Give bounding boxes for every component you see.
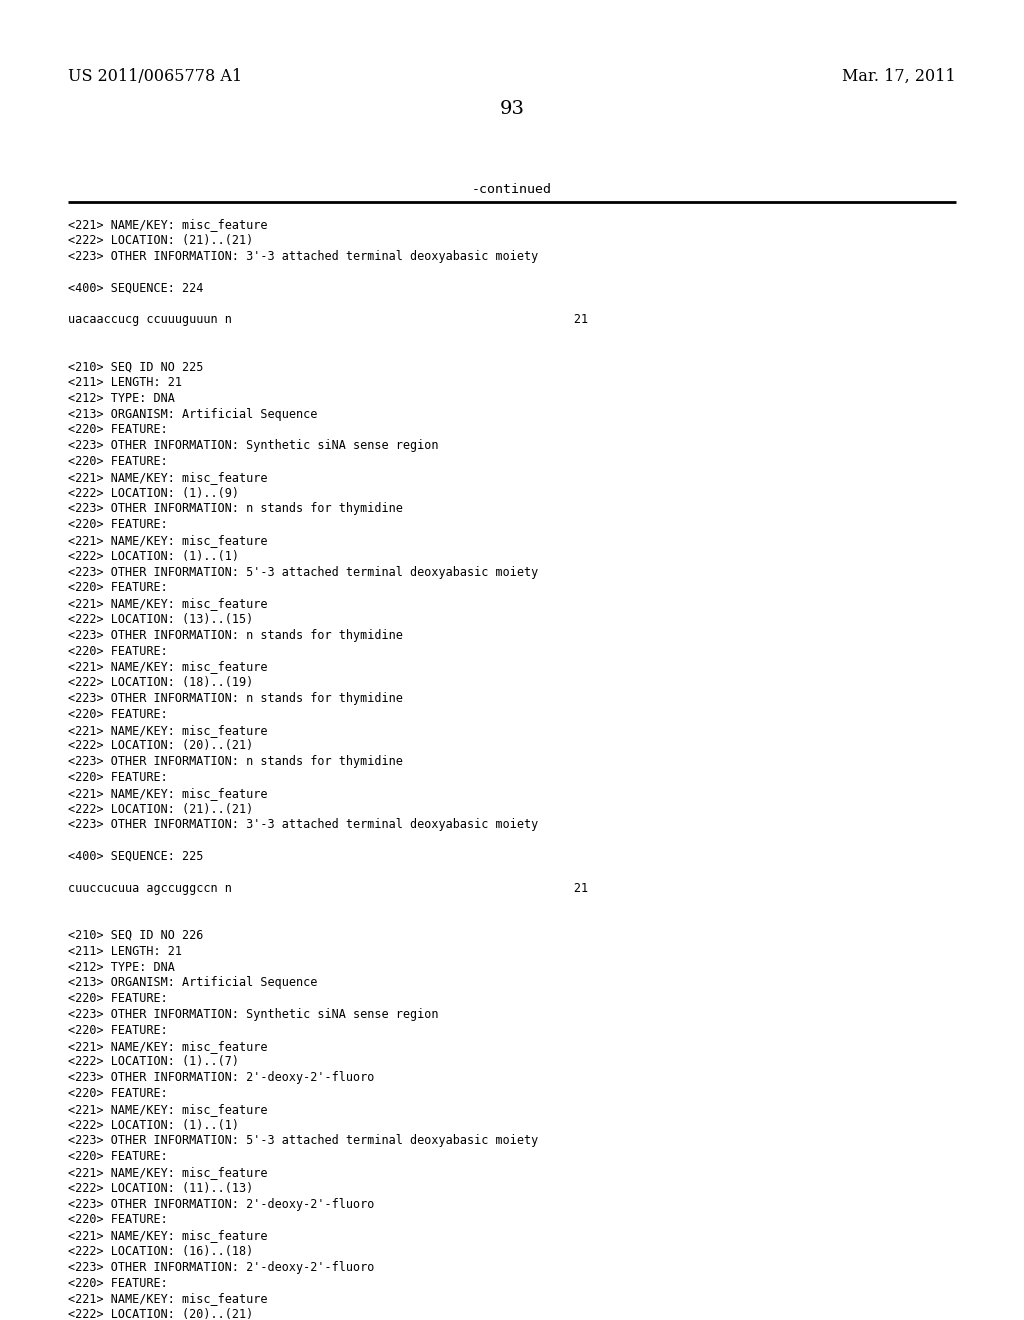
Text: <223> OTHER INFORMATION: n stands for thymidine: <223> OTHER INFORMATION: n stands for th… [68,755,402,768]
Text: <400> SEQUENCE: 224: <400> SEQUENCE: 224 [68,281,204,294]
Text: <220> FEATURE:: <220> FEATURE: [68,1024,168,1036]
Text: <210> SEQ ID NO 226: <210> SEQ ID NO 226 [68,929,204,942]
Text: <220> FEATURE:: <220> FEATURE: [68,644,168,657]
Text: <210> SEQ ID NO 225: <210> SEQ ID NO 225 [68,360,204,374]
Text: <220> FEATURE:: <220> FEATURE: [68,1150,168,1163]
Text: Mar. 17, 2011: Mar. 17, 2011 [843,69,956,84]
Text: <221> NAME/KEY: misc_feature: <221> NAME/KEY: misc_feature [68,723,267,737]
Text: <220> FEATURE:: <220> FEATURE: [68,1086,168,1100]
Text: -continued: -continued [472,183,552,195]
Text: <222> LOCATION: (1)..(1): <222> LOCATION: (1)..(1) [68,1118,239,1131]
Text: <223> OTHER INFORMATION: 3'-3 attached terminal deoxyabasic moiety: <223> OTHER INFORMATION: 3'-3 attached t… [68,249,539,263]
Text: <221> NAME/KEY: misc_feature: <221> NAME/KEY: misc_feature [68,471,267,484]
Text: <222> LOCATION: (16)..(18): <222> LOCATION: (16)..(18) [68,1245,253,1258]
Text: <223> OTHER INFORMATION: 2'-deoxy-2'-fluoro: <223> OTHER INFORMATION: 2'-deoxy-2'-flu… [68,1261,375,1274]
Text: <221> NAME/KEY: misc_feature: <221> NAME/KEY: misc_feature [68,1102,267,1115]
Text: <222> LOCATION: (20)..(21): <222> LOCATION: (20)..(21) [68,1308,253,1320]
Text: <222> LOCATION: (20)..(21): <222> LOCATION: (20)..(21) [68,739,253,752]
Text: <222> LOCATION: (1)..(7): <222> LOCATION: (1)..(7) [68,1056,239,1068]
Text: <220> FEATURE:: <220> FEATURE: [68,708,168,721]
Text: <222> LOCATION: (18)..(19): <222> LOCATION: (18)..(19) [68,676,253,689]
Text: US 2011/0065778 A1: US 2011/0065778 A1 [68,69,242,84]
Text: <222> LOCATION: (1)..(1): <222> LOCATION: (1)..(1) [68,550,239,562]
Text: <211> LENGTH: 21: <211> LENGTH: 21 [68,945,182,958]
Text: 93: 93 [500,100,524,117]
Text: <220> FEATURE:: <220> FEATURE: [68,771,168,784]
Text: <223> OTHER INFORMATION: Synthetic siNA sense region: <223> OTHER INFORMATION: Synthetic siNA … [68,1008,438,1020]
Text: <223> OTHER INFORMATION: 5'-3 attached terminal deoxyabasic moiety: <223> OTHER INFORMATION: 5'-3 attached t… [68,1134,539,1147]
Text: <220> FEATURE:: <220> FEATURE: [68,1213,168,1226]
Text: <221> NAME/KEY: misc_feature: <221> NAME/KEY: misc_feature [68,535,267,546]
Text: <223> OTHER INFORMATION: 5'-3 attached terminal deoxyabasic moiety: <223> OTHER INFORMATION: 5'-3 attached t… [68,565,539,578]
Text: <223> OTHER INFORMATION: 3'-3 attached terminal deoxyabasic moiety: <223> OTHER INFORMATION: 3'-3 attached t… [68,818,539,832]
Text: <222> LOCATION: (21)..(21): <222> LOCATION: (21)..(21) [68,803,253,816]
Text: <222> LOCATION: (13)..(15): <222> LOCATION: (13)..(15) [68,612,253,626]
Text: <221> NAME/KEY: misc_feature: <221> NAME/KEY: misc_feature [68,1166,267,1179]
Text: <222> LOCATION: (21)..(21): <222> LOCATION: (21)..(21) [68,234,253,247]
Text: <220> FEATURE:: <220> FEATURE: [68,993,168,1006]
Text: <220> FEATURE:: <220> FEATURE: [68,424,168,437]
Text: <220> FEATURE:: <220> FEATURE: [68,581,168,594]
Text: cuuccucuua agccuggccn n                                                21: cuuccucuua agccuggccn n 21 [68,882,588,895]
Text: <213> ORGANISM: Artificial Sequence: <213> ORGANISM: Artificial Sequence [68,977,317,990]
Text: <211> LENGTH: 21: <211> LENGTH: 21 [68,376,182,389]
Text: <223> OTHER INFORMATION: 2'-deoxy-2'-fluoro: <223> OTHER INFORMATION: 2'-deoxy-2'-flu… [68,1072,375,1084]
Text: <221> NAME/KEY: misc_feature: <221> NAME/KEY: misc_feature [68,787,267,800]
Text: <212> TYPE: DNA: <212> TYPE: DNA [68,392,175,405]
Text: <220> FEATURE:: <220> FEATURE: [68,519,168,531]
Text: <400> SEQUENCE: 225: <400> SEQUENCE: 225 [68,850,204,863]
Text: <220> FEATURE:: <220> FEATURE: [68,455,168,469]
Text: <222> LOCATION: (1)..(9): <222> LOCATION: (1)..(9) [68,487,239,499]
Text: <223> OTHER INFORMATION: n stands for thymidine: <223> OTHER INFORMATION: n stands for th… [68,503,402,515]
Text: <222> LOCATION: (11)..(13): <222> LOCATION: (11)..(13) [68,1181,253,1195]
Text: <212> TYPE: DNA: <212> TYPE: DNA [68,961,175,974]
Text: <223> OTHER INFORMATION: n stands for thymidine: <223> OTHER INFORMATION: n stands for th… [68,692,402,705]
Text: <221> NAME/KEY: misc_feature: <221> NAME/KEY: misc_feature [68,660,267,673]
Text: <221> NAME/KEY: misc_feature: <221> NAME/KEY: misc_feature [68,1229,267,1242]
Text: <223> OTHER INFORMATION: Synthetic siNA sense region: <223> OTHER INFORMATION: Synthetic siNA … [68,440,438,453]
Text: uacaaccucg ccuuuguuun n                                                21: uacaaccucg ccuuuguuun n 21 [68,313,588,326]
Text: <220> FEATURE:: <220> FEATURE: [68,1276,168,1290]
Text: <221> NAME/KEY: misc_feature: <221> NAME/KEY: misc_feature [68,1292,267,1305]
Text: <221> NAME/KEY: misc_feature: <221> NAME/KEY: misc_feature [68,597,267,610]
Text: <223> OTHER INFORMATION: 2'-deoxy-2'-fluoro: <223> OTHER INFORMATION: 2'-deoxy-2'-flu… [68,1197,375,1210]
Text: <221> NAME/KEY: misc_feature: <221> NAME/KEY: misc_feature [68,218,267,231]
Text: <213> ORGANISM: Artificial Sequence: <213> ORGANISM: Artificial Sequence [68,408,317,421]
Text: <221> NAME/KEY: misc_feature: <221> NAME/KEY: misc_feature [68,1040,267,1052]
Text: <223> OTHER INFORMATION: n stands for thymidine: <223> OTHER INFORMATION: n stands for th… [68,628,402,642]
